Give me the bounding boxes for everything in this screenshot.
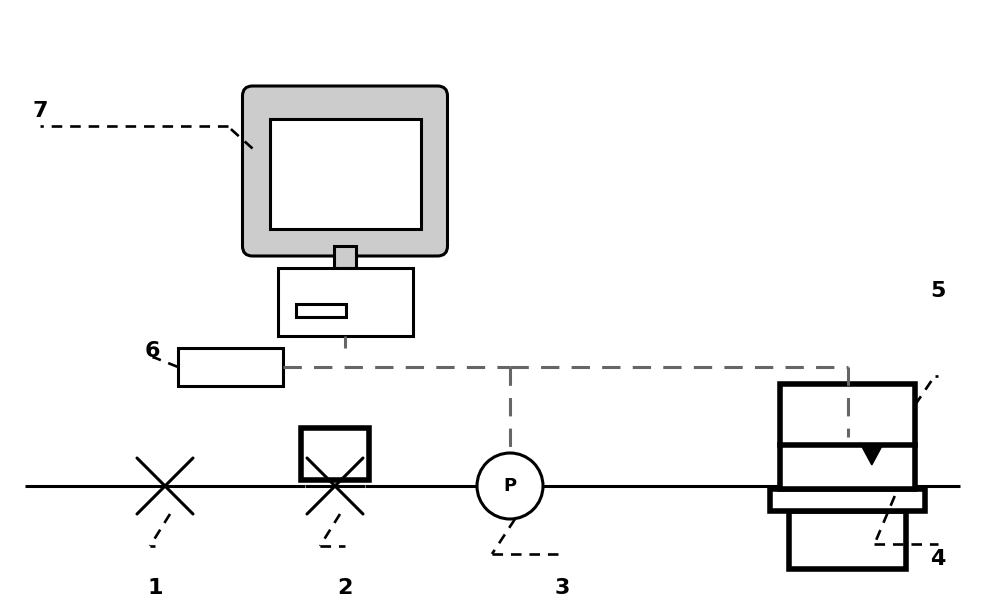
Text: 1: 1 bbox=[147, 578, 163, 598]
Text: 3: 3 bbox=[554, 578, 570, 598]
Bar bbox=[334, 246, 356, 268]
Text: 7: 7 bbox=[32, 101, 48, 121]
Circle shape bbox=[477, 453, 543, 519]
Polygon shape bbox=[861, 444, 883, 465]
Bar bbox=[278, 268, 413, 336]
Text: P: P bbox=[503, 477, 517, 495]
Bar bbox=[178, 348, 283, 386]
Bar bbox=[770, 489, 925, 511]
Text: 4: 4 bbox=[930, 549, 946, 569]
Bar bbox=[789, 511, 906, 569]
FancyBboxPatch shape bbox=[243, 86, 448, 256]
Bar bbox=[780, 384, 915, 489]
Text: 5: 5 bbox=[930, 281, 946, 301]
Text: 6: 6 bbox=[144, 341, 160, 361]
Bar bbox=[301, 428, 369, 480]
Text: 2: 2 bbox=[337, 578, 353, 598]
Bar bbox=[296, 304, 346, 317]
Bar bbox=[270, 119, 420, 229]
